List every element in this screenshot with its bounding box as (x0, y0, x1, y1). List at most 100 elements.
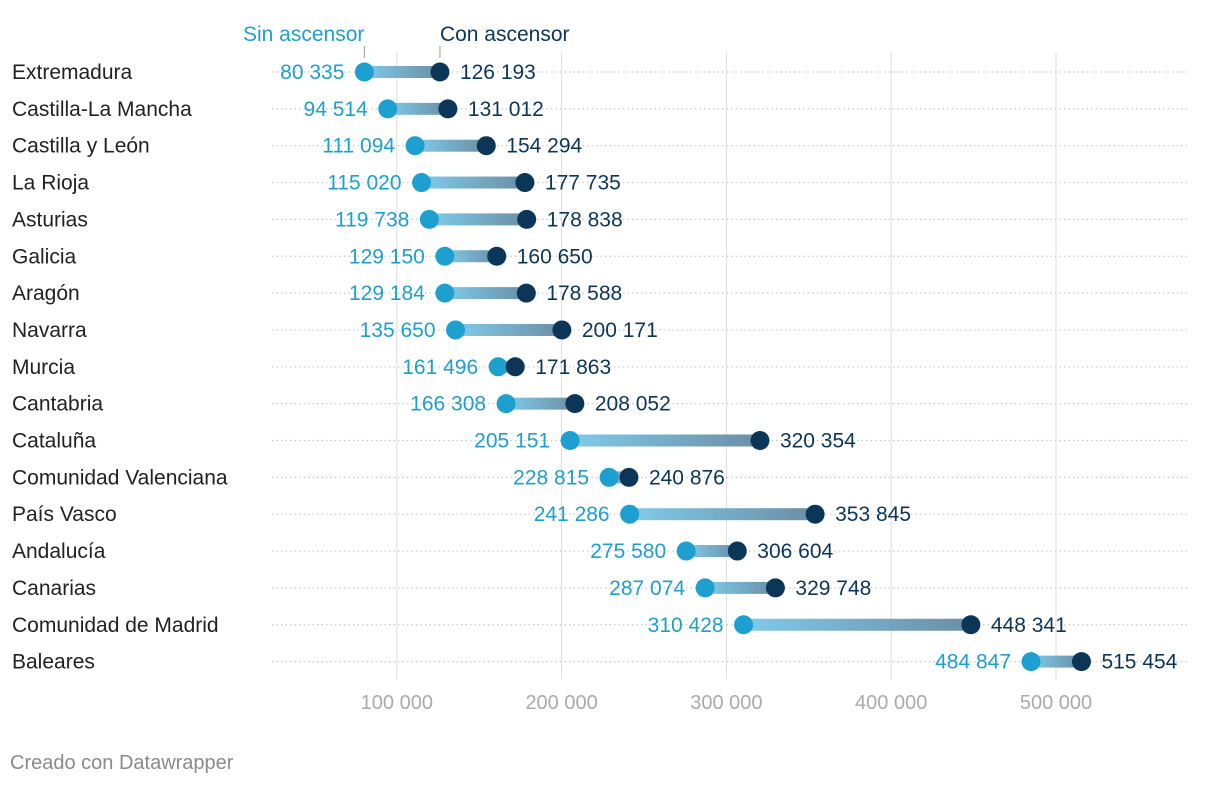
range-bar (570, 434, 760, 447)
dot-con-ascensor (565, 394, 585, 414)
dot-con-ascensor (805, 504, 825, 524)
dot-con-ascensor (515, 173, 535, 193)
labels: Extremadura 80 335 126 193 Castilla-La Manc… (12, 61, 1178, 674)
dot-sin-ascensor (488, 357, 508, 377)
dot-sin-ascensor (620, 504, 640, 524)
value-label-sin: 115 020 (327, 172, 401, 195)
dot-con-ascensor (765, 578, 785, 598)
range-bar (429, 213, 527, 226)
dot-con-ascensor (1071, 652, 1091, 672)
range-bar (629, 508, 816, 521)
value-label-con: 353 845 (835, 503, 911, 526)
value-label-sin: 94 514 (304, 98, 369, 121)
region-label: País Vasco (12, 503, 117, 526)
x-tick-label: 500 000 (1020, 692, 1092, 714)
dot-sin-ascensor (676, 541, 696, 561)
x-tick-label: 400 000 (855, 692, 927, 714)
dot-sin-ascensor (405, 136, 425, 156)
range-bar (421, 176, 525, 189)
range-bar (387, 102, 448, 115)
value-label-sin: 161 496 (402, 356, 478, 379)
value-label-con: 320 354 (780, 430, 856, 453)
dot-sin-ascensor (435, 283, 455, 303)
dot-sin-ascensor (435, 246, 455, 266)
value-label-sin: 135 650 (360, 319, 436, 342)
region-label: Baleares (12, 651, 95, 674)
dot-con-ascensor (516, 283, 536, 303)
dot-sin-ascensor (446, 320, 466, 340)
dot-con-ascensor (727, 541, 747, 561)
region-label: Murcia (12, 356, 75, 379)
region-label: Extremadura (12, 61, 133, 84)
dot-con-ascensor (619, 467, 639, 487)
value-label-sin: 310 428 (648, 614, 724, 637)
region-label: Asturias (12, 208, 88, 231)
dot-con-ascensor (961, 615, 981, 635)
dot-con-ascensor (552, 320, 572, 340)
value-label-sin: 228 815 (513, 466, 589, 489)
region-label: Comunidad Valenciana (12, 466, 228, 489)
region-label: Cantabria (12, 393, 103, 416)
bars (364, 66, 1082, 668)
dot-sin-ascensor (695, 578, 715, 598)
gridlines (396, 52, 1057, 680)
range-bar (743, 618, 971, 631)
region-label: Navarra (12, 319, 87, 342)
credit-text: Creado con Datawrapper (10, 752, 234, 774)
value-label-sin: 111 094 (322, 135, 395, 158)
value-label-con: 154 294 (506, 135, 582, 158)
region-label: Cataluña (12, 430, 96, 453)
value-label-con: 448 341 (991, 614, 1067, 637)
x-axis: 100 000 200 000 300 000 400 000 500 000 (361, 692, 1092, 714)
value-label-sin: 484 847 (935, 651, 1011, 674)
x-tick-label: 300 000 (690, 692, 762, 714)
value-label-con: 160 650 (517, 245, 593, 268)
range-bar (1031, 655, 1082, 668)
dot-con-ascensor (438, 99, 458, 119)
value-label-sin: 129 150 (349, 245, 425, 268)
range-bar (444, 250, 497, 263)
dot-con-ascensor (487, 246, 507, 266)
value-label-sin: 119 738 (335, 208, 409, 231)
region-label: Galicia (12, 245, 77, 268)
value-label-con: 208 052 (595, 393, 671, 416)
dots (354, 62, 1091, 672)
region-label: Comunidad de Madrid (12, 614, 219, 637)
range-bar (705, 581, 776, 594)
dot-sin-ascensor (599, 467, 619, 487)
dot-sin-ascensor (419, 209, 439, 229)
range-bar (364, 66, 440, 78)
region-label: Castilla-La Mancha (12, 98, 192, 121)
value-label-con: 171 863 (535, 356, 611, 379)
dot-con-ascensor (517, 209, 537, 229)
value-label-con: 329 748 (795, 577, 871, 600)
region-label: La Rioja (12, 172, 89, 195)
value-label-sin: 129 184 (349, 282, 425, 305)
dot-con-ascensor (505, 357, 525, 377)
value-label-con: 306 604 (757, 540, 833, 563)
region-label: Aragón (12, 282, 80, 305)
dot-sin-ascensor (354, 62, 374, 82)
value-label-con: 200 171 (582, 319, 658, 342)
value-label-con: 177 735 (545, 172, 621, 195)
range-bar (455, 323, 562, 336)
value-label-con: 240 876 (649, 466, 725, 489)
legend-sin-label: Sin ascensor (243, 23, 364, 46)
dot-sin-ascensor (496, 394, 516, 414)
region-label: Canarias (12, 577, 96, 600)
value-label-sin: 80 335 (280, 61, 344, 84)
value-label-con: 126 193 (460, 61, 536, 84)
dot-con-ascensor (750, 431, 770, 450)
dot-con-ascensor (430, 62, 450, 82)
value-label-sin: 166 308 (410, 393, 486, 416)
x-tick-label: 200 000 (525, 692, 597, 714)
value-label-sin: 275 580 (590, 540, 666, 563)
region-label: Andalucía (12, 540, 106, 563)
value-label-sin: 241 286 (534, 503, 610, 526)
dot-sin-ascensor (412, 173, 432, 193)
value-label-sin: 205 151 (474, 430, 550, 453)
dot-sin-ascensor (560, 431, 580, 450)
dot-sin-ascensor (1021, 652, 1041, 672)
value-label-con: 178 588 (546, 282, 622, 305)
